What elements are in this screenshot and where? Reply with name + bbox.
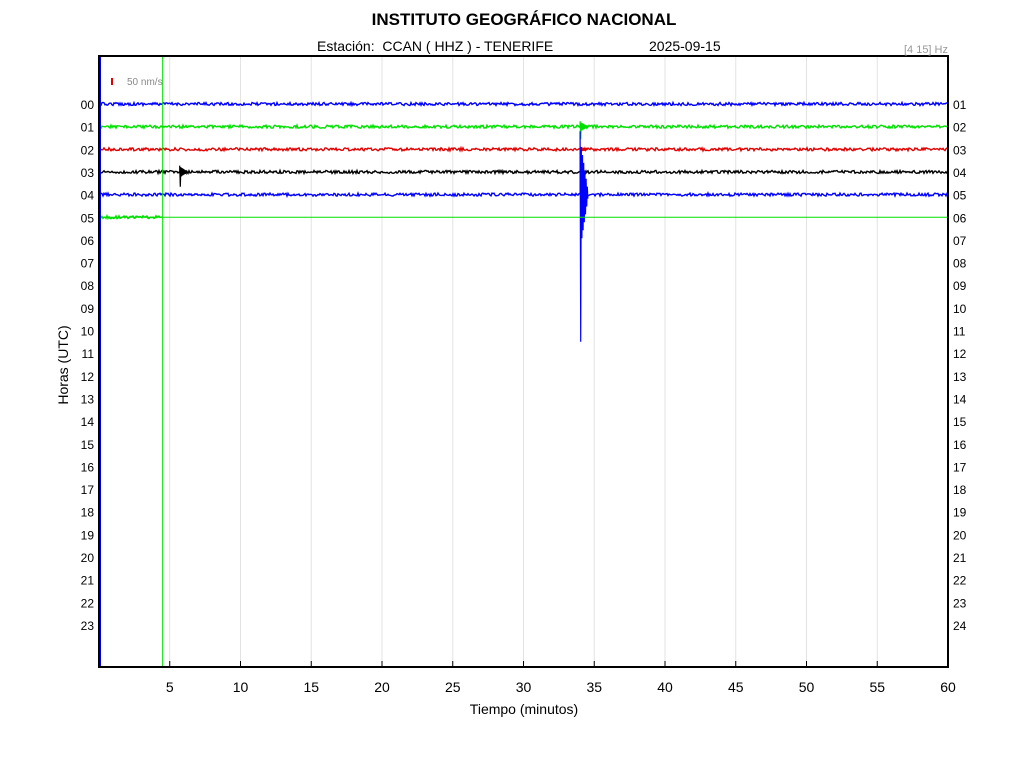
filter-label: [4 15] Hz: [904, 44, 948, 56]
y-tick-label-left: 17: [81, 483, 95, 497]
y-tick-label-right: 04: [953, 166, 967, 180]
y-tick-label-left: 18: [81, 506, 95, 520]
y-tick-label-right: 12: [953, 347, 967, 361]
x-tick-label: 25: [445, 679, 461, 695]
y-tick-label-left: 21: [81, 574, 95, 588]
scale-bar: [111, 78, 113, 85]
y-axis-ticks: 00 01 02 03 04 05 06 07 08 09 10 11 12 13 14 15 16 17 18 19…: [81, 98, 967, 633]
y-tick-label-left: 15: [81, 438, 95, 452]
date-label: 2025-09-15: [649, 38, 721, 54]
y-tick-label-right: 14: [953, 392, 967, 406]
y-tick-label-left: 00: [81, 98, 95, 112]
y-tick-label-left: 14: [81, 415, 95, 429]
y-tick-label-left: 12: [81, 370, 95, 384]
y-tick-label-right: 03: [953, 143, 967, 157]
y-tick-label-left: 01: [81, 121, 95, 135]
x-tick-label: 30: [516, 679, 532, 695]
scale-label: 50 nm/s: [127, 77, 163, 88]
y-tick-label-right: 24: [953, 619, 967, 633]
y-tick-label-right: 18: [953, 483, 967, 497]
x-axis-label: Tiempo (minutos): [470, 701, 578, 717]
y-tick-label-left: 03: [81, 166, 95, 180]
x-tick-label: 45: [728, 679, 744, 695]
event-spike: [179, 165, 189, 187]
x-tick-label: 15: [303, 679, 319, 695]
y-tick-label-right: 17: [953, 460, 967, 474]
y-tick-label-right: 10: [953, 302, 967, 316]
trace-hour-2: [98, 145, 949, 153]
y-tick-label-right: 21: [953, 551, 967, 565]
trace-hour-3: [98, 168, 949, 176]
y-tick-label-right: 16: [953, 438, 967, 452]
y-tick-label-left: 11: [82, 347, 95, 361]
station-label: Estación: CCAN ( HHZ ) - TENERIFE: [317, 38, 553, 54]
x-tick-label: 55: [869, 679, 885, 695]
y-tick-label-left: 20: [81, 551, 95, 565]
x-tick-label: 40: [657, 679, 673, 695]
x-tick-label: 60: [940, 679, 956, 695]
y-axis-label: Horas (UTC): [55, 325, 71, 404]
y-tick-label-left: 16: [81, 460, 95, 474]
y-tick-label-right: 19: [953, 506, 967, 520]
trace-hour-0: [98, 100, 949, 108]
y-tick-label-left: 19: [81, 528, 95, 542]
y-tick-label-right: 01: [953, 98, 967, 112]
y-tick-label-right: 20: [953, 528, 967, 542]
x-tick-label: 5: [166, 679, 174, 695]
y-tick-label-left: 22: [81, 596, 95, 610]
y-tick-label-right: 09: [953, 279, 967, 293]
y-tick-label-right: 05: [953, 189, 967, 203]
x-tick-label: 10: [233, 679, 249, 695]
y-tick-label-left: 06: [81, 234, 95, 248]
chart-title: INSTITUTO GEOGRÁFICO NACIONAL: [372, 10, 677, 29]
y-tick-label-right: 23: [953, 596, 967, 610]
event-spike: [579, 131, 589, 342]
y-tick-label-left: 09: [81, 302, 95, 316]
y-tick-label-right: 13: [953, 370, 967, 384]
y-tick-label-right: 02: [953, 121, 967, 135]
gridlines: [169, 56, 878, 667]
y-tick-label-left: 23: [81, 619, 95, 633]
x-tick-label: 20: [374, 679, 390, 695]
y-tick-label-right: 07: [953, 234, 967, 248]
y-tick-label-left: 13: [81, 392, 95, 406]
x-tick-label: 50: [799, 679, 815, 695]
y-tick-label-left: 08: [81, 279, 95, 293]
x-tick-label: 35: [586, 679, 602, 695]
x-axis-ticks: 5 10 15 20 25 30 35 40 45 50 55 60: [166, 661, 956, 695]
y-tick-label-left: 04: [81, 189, 95, 203]
y-tick-label-left: 05: [81, 211, 95, 225]
event-spike: [579, 121, 589, 140]
trace-hour-1: [98, 123, 949, 130]
y-tick-label-left: 02: [81, 143, 95, 157]
y-tick-label-left: 07: [81, 257, 95, 271]
y-tick-label-right: 22: [953, 574, 967, 588]
trace-hour-4: [98, 191, 949, 199]
y-tick-label-right: 08: [953, 257, 967, 271]
y-tick-label-right: 06: [953, 211, 967, 225]
y-tick-label-left: 10: [81, 325, 95, 339]
y-tick-label-right: 15: [953, 415, 967, 429]
y-tick-label-right: 11: [953, 325, 966, 339]
